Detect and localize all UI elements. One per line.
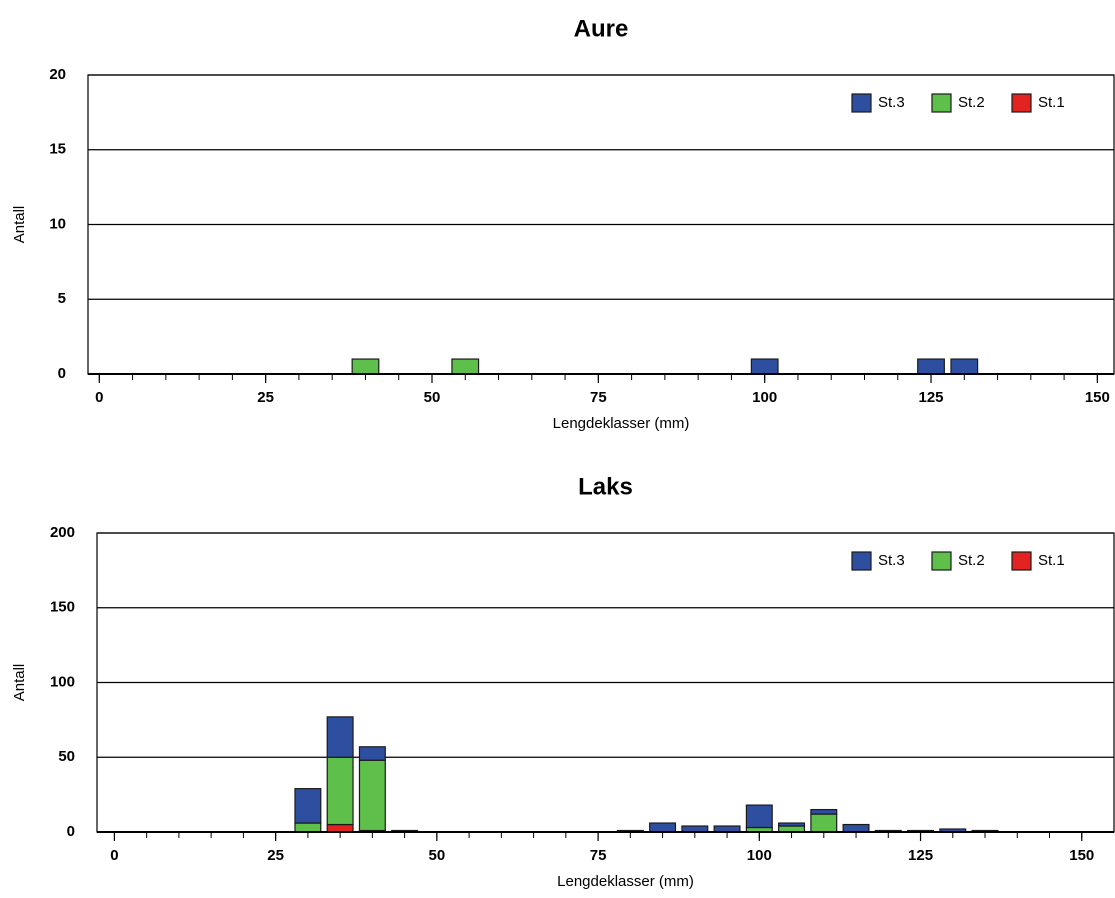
legend-label: St.3 [878,552,905,569]
y-tick-label: 50 [58,748,75,765]
chart-title: Laks [578,473,633,500]
x-tick-label: 75 [590,389,607,406]
bar [649,822,677,833]
legend-label: St.3 [878,94,905,111]
legend-label: St.2 [958,552,985,569]
legend-swatch [1011,551,1032,571]
bar [294,788,322,824]
y-tick-label: 200 [50,524,75,541]
bar [326,716,354,758]
x-tick-label: 150 [1069,847,1094,864]
y-axis-label: Antall [11,664,28,702]
x-tick-label: 50 [429,847,446,864]
x-tick-label: 75 [590,847,607,864]
bar [358,746,386,761]
x-tick-label: 100 [752,389,777,406]
y-tick-label: 0 [67,823,75,840]
bar [810,813,838,833]
bar [950,358,979,375]
y-tick-label: 15 [49,141,66,158]
bar [842,823,870,833]
bar [326,823,354,833]
x-tick-label: 0 [110,847,118,864]
y-tick-label: 20 [49,66,66,83]
y-axis-label: Antall [11,206,28,244]
chart-title: Aure [574,15,629,42]
x-tick-label: 50 [424,389,441,406]
x-tick-label: 150 [1085,389,1110,406]
y-tick-label: 5 [58,290,66,307]
bar [294,822,322,833]
bar [351,358,380,375]
y-tick-label: 150 [50,599,75,616]
legend-swatch [931,93,952,113]
bar [810,808,838,815]
x-tick-label: 125 [919,389,944,406]
bar [451,358,480,375]
x-axis-label: Lengdeklasser (mm) [553,415,690,432]
bar [326,756,354,826]
x-tick-label: 25 [257,389,274,406]
legend-swatch [931,551,952,571]
bar [745,804,773,829]
x-tick-label: 25 [267,847,284,864]
legend-swatch [851,93,872,113]
x-tick-label: 100 [747,847,772,864]
bar [917,358,945,375]
bar [750,358,779,375]
y-tick-label: 0 [58,365,66,382]
legend-swatch [851,551,872,571]
y-tick-label: 10 [49,215,66,232]
bar [778,822,806,827]
x-axis-label: Lengdeklasser (mm) [557,873,694,890]
x-tick-label: 125 [908,847,933,864]
legend-label: St.1 [1038,94,1065,111]
legend-swatch [1011,93,1032,113]
y-tick-label: 100 [50,673,75,690]
x-tick-label: 0 [95,389,103,406]
legend-label: St.1 [1038,552,1065,569]
bar [358,759,386,832]
legend-label: St.2 [958,94,985,111]
